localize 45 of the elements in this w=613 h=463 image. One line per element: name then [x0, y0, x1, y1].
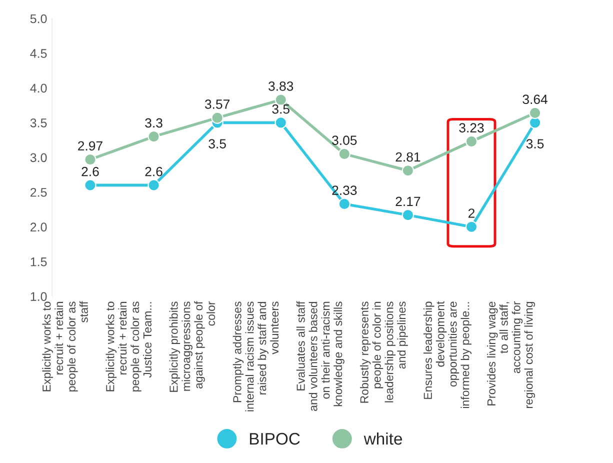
data-label: 2.6 [145, 166, 162, 176]
y-tick-label: 1.5 [30, 258, 47, 266]
point [402, 208, 414, 222]
point [402, 164, 414, 177]
data-label: 3.5 [526, 139, 544, 148]
x-tick-label: Explicitly prohibits microaggressions against people of color [169, 301, 216, 392]
data-label: 2.6 [82, 166, 99, 176]
data-label: 3.83 [268, 81, 294, 91]
y-tick-label: 1.0 [30, 292, 47, 301]
x-tick-label: Explicitly works to recruit + retain people of color as staff [42, 301, 88, 392]
y-tick-label: 3.0 [30, 153, 47, 162]
point [274, 116, 287, 129]
point [465, 220, 478, 233]
data-label: 3.23 [459, 123, 484, 132]
data-label: 3.05 [332, 136, 357, 145]
data-label: 3.3 [145, 118, 162, 128]
point [84, 179, 96, 192]
x-tick-label: Promptly addresses internal racism issues raised by staff and volunteers [232, 302, 279, 412]
x-tick-label: Provides living wage to all staff, accounting for regional cost of living [487, 301, 536, 408]
y-tick-label: 4.5 [30, 49, 47, 58]
point [338, 198, 350, 210]
y-tick-label: 3.5 [30, 118, 47, 128]
legend-label: white [364, 432, 402, 445]
point [465, 135, 478, 148]
data-label: 3.57 [204, 100, 230, 109]
data-label: 3.5 [208, 139, 226, 148]
legend-label: BIPOC [250, 432, 300, 445]
data-label: 3.64 [522, 94, 548, 104]
data-label: 3.5 [272, 104, 290, 114]
y-tick-label: 5.0 [30, 14, 47, 24]
point [84, 153, 96, 166]
point [148, 179, 160, 192]
x-tick-label: Ensures leadership development opportunities are informed by people... [423, 301, 472, 408]
data-label: 2.97 [78, 141, 102, 151]
point [148, 130, 160, 143]
x-tick-label: Explicitly works to recruit + retain people of color as Justice Team... [106, 302, 152, 392]
point [211, 112, 224, 124]
point [338, 148, 350, 160]
point [528, 106, 542, 120]
data-label: 2.81 [396, 152, 420, 162]
y-tick-label: 2.5 [30, 188, 47, 197]
data-label: 2 [468, 208, 474, 218]
y-tick-label: 4.0 [30, 84, 47, 93]
data-label: 2.17 [396, 196, 420, 206]
y-tick-label: 2.0 [30, 222, 47, 232]
